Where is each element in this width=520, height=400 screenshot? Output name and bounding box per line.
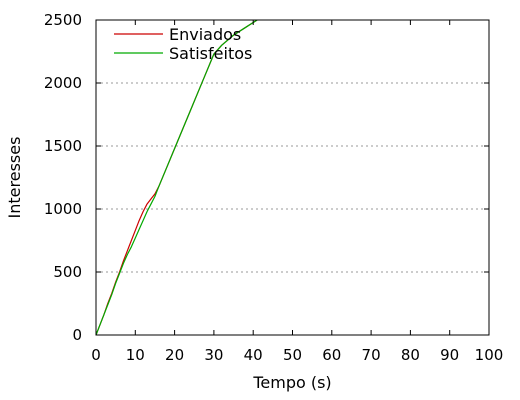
y-tick-label: 2500 xyxy=(44,11,82,29)
x-tick-label: 80 xyxy=(401,346,420,364)
legend-label-satisfeitos: Satisfeitos xyxy=(169,44,252,63)
legend-label-enviados: Enviados xyxy=(169,25,241,44)
x-tick-label: 90 xyxy=(440,346,459,364)
x-axis-title: Tempo (s) xyxy=(252,373,331,392)
grid xyxy=(96,82,489,273)
series-line-satisfeitos xyxy=(95,19,258,336)
x-axis: 0 10 20 30 40 50 60 70 80 90 100 xyxy=(91,20,503,364)
x-tick-label: 50 xyxy=(283,346,302,364)
x-tick-label: 30 xyxy=(204,346,223,364)
plot-frame xyxy=(95,19,490,336)
y-tick-label: 0 xyxy=(72,326,82,344)
series-layer xyxy=(95,19,258,336)
y-tick-label: 1000 xyxy=(44,200,82,218)
x-tick-label: 0 xyxy=(91,346,101,364)
x-tick-label: 40 xyxy=(244,346,263,364)
x-tick-label: 20 xyxy=(165,346,184,364)
y-axis-title: Interesses xyxy=(5,137,24,219)
y-axis: 0 500 1000 1500 2000 2500 xyxy=(44,11,489,344)
y-tick-label: 500 xyxy=(53,263,82,281)
series-line-enviados xyxy=(95,19,258,336)
x-tick-label: 100 xyxy=(475,346,504,364)
x-tick-label: 10 xyxy=(126,346,145,364)
y-tick-label: 1500 xyxy=(44,137,82,155)
y-tick-label: 2000 xyxy=(44,74,82,92)
x-tick-label: 60 xyxy=(322,346,341,364)
x-tick-label: 70 xyxy=(362,346,381,364)
